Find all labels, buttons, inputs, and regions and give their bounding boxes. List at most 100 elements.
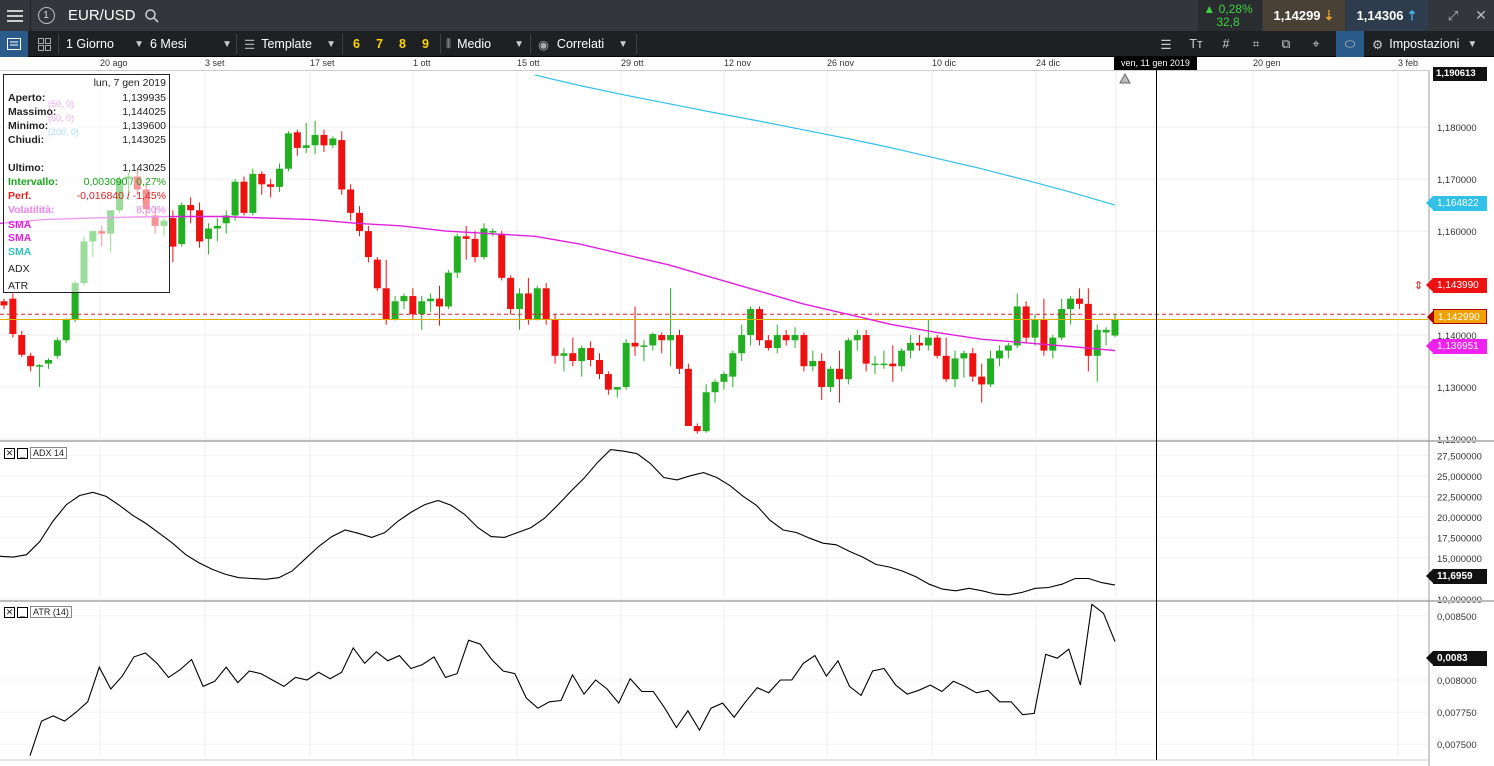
- candle-body: [516, 293, 524, 310]
- indicator-sma-1[interactable]: SMA: [8, 219, 166, 233]
- preset-8-button[interactable]: 8: [399, 37, 406, 51]
- candle: [1075, 288, 1083, 310]
- candle-body: [0, 301, 8, 306]
- indicator-sma-2[interactable]: SMA: [8, 232, 166, 246]
- candle-body: [1013, 306, 1021, 346]
- candle: [649, 332, 657, 351]
- candle: [453, 233, 461, 278]
- template-dropdown[interactable]: ☰ Template ▼: [244, 31, 336, 57]
- preset-6-button[interactable]: 6: [353, 37, 360, 51]
- event-marker-icon[interactable]: [1118, 71, 1132, 84]
- indicator-adx[interactable]: ADX: [8, 263, 166, 277]
- close-icon[interactable]: ✕: [1475, 7, 1487, 23]
- adx-tick-label: 22,500000: [1437, 492, 1482, 503]
- correlati-dropdown[interactable]: ◉ Correlati ▼: [538, 31, 628, 57]
- candle-body: [693, 426, 701, 432]
- align-icon[interactable]: ☰: [1160, 37, 1172, 52]
- settings-label: Impostazioni: [1389, 37, 1460, 51]
- arrow-down-icon: ⇣: [1323, 7, 1335, 23]
- daily-change: ▲ 0,28% 32,8: [1198, 0, 1262, 31]
- workspace-number-button[interactable]: 1: [32, 0, 60, 31]
- layout-grid-icon[interactable]: [32, 31, 56, 57]
- indicator-sma-3[interactable]: SMA: [8, 246, 166, 260]
- timeframe-dropdown[interactable]: 1 Giorno ▼: [66, 31, 144, 57]
- chart-area[interactable]: 20 ago 3 set 17 set 1 ott 15 ott 29 ott …: [0, 57, 1494, 766]
- candle: [827, 366, 835, 393]
- candle-body: [1040, 319, 1048, 351]
- candle-body: [311, 134, 319, 146]
- indicator-atr[interactable]: ATR: [8, 280, 166, 294]
- candle: [711, 379, 719, 403]
- candle-body: [498, 233, 506, 278]
- candle-body: [702, 392, 710, 432]
- range-dropdown[interactable]: 6 Mesi ▼: [150, 31, 232, 57]
- candle: [391, 296, 399, 321]
- expand-icon[interactable]: ⤢: [1447, 7, 1459, 23]
- close-icon[interactable]: ✕: [4, 606, 15, 618]
- grid-icon[interactable]: #: [1222, 37, 1230, 51]
- candle: [764, 335, 772, 351]
- candle-body: [809, 361, 817, 367]
- candle-body: [844, 340, 852, 380]
- atr-value-tag: 0,0083: [1426, 651, 1487, 666]
- instrument-symbol[interactable]: EUR/USD: [68, 7, 136, 24]
- candle-body: [667, 335, 675, 341]
- candle-body: [684, 368, 692, 427]
- candle: [782, 329, 790, 346]
- candle-body: [524, 293, 532, 320]
- hline-drag-icon[interactable]: ⇕: [1414, 280, 1424, 292]
- info-row-perf: Perf. -0,016840 / -1,45%: [8, 190, 166, 204]
- layers-icon[interactable]: ⧉: [1281, 36, 1291, 51]
- tag-icon[interactable]: ⬭: [1336, 31, 1364, 57]
- candle: [924, 319, 932, 351]
- price-type-dropdown[interactable]: ⫼ Medio ▼: [446, 31, 524, 57]
- adx-line: [0, 449, 1116, 596]
- price-chart[interactable]: 1,180000 1,170000 1,160000 1,140000 1,130000…: [0, 57, 1494, 766]
- candle: [9, 293, 17, 338]
- candle-body: [1049, 337, 1057, 351]
- template-icon: ☰: [244, 37, 256, 52]
- candle-body: [196, 210, 204, 242]
- candle: [178, 202, 186, 247]
- candle-body: [53, 340, 61, 356]
- candle-body: [1102, 329, 1110, 333]
- candle-body: [204, 228, 212, 239]
- chart-list-icon[interactable]: [0, 31, 28, 57]
- minimize-icon[interactable]: _: [17, 606, 28, 618]
- candle-body: [818, 361, 826, 388]
- candle: [364, 225, 372, 263]
- text-size-icon[interactable]: Tт: [1189, 37, 1203, 51]
- candle-body: [1004, 345, 1012, 351]
- candle-body: [453, 236, 461, 273]
- candle: [880, 350, 888, 369]
- candle: [578, 345, 586, 377]
- close-icon[interactable]: ✕: [4, 447, 15, 459]
- candle: [480, 223, 488, 260]
- minimize-icon[interactable]: _: [17, 447, 28, 459]
- candle: [489, 228, 497, 237]
- sell-price-button[interactable]: 1,14299 ⇣: [1263, 0, 1345, 31]
- candle: [551, 314, 559, 364]
- search-icon[interactable]: [142, 0, 162, 31]
- drawing-tools-icon[interactable]: ⌗: [1252, 36, 1260, 51]
- candle: [1084, 288, 1092, 372]
- buy-price-button[interactable]: 1,14306 ⇡: [1346, 0, 1428, 31]
- info-date: lun, 7 gen 2019: [93, 77, 166, 89]
- date-label: 3 feb: [1398, 58, 1419, 68]
- candle: [1067, 296, 1075, 325]
- crosshair-icon[interactable]: ⌖: [1312, 36, 1320, 51]
- candle: [240, 176, 248, 216]
- candles-icon: ⫼: [446, 37, 452, 50]
- settings-button[interactable]: ⚙ Impostazioni ▼: [1372, 31, 1488, 57]
- adx-tick-label: 25,000000: [1437, 472, 1482, 483]
- candle-body: [258, 173, 266, 185]
- candle: [62, 318, 70, 343]
- candle-body: [587, 348, 595, 360]
- hamburger-menu-icon[interactable]: [0, 0, 31, 31]
- candle: [338, 131, 346, 195]
- candle: [640, 340, 648, 362]
- candle: [320, 129, 328, 153]
- candle: [773, 324, 781, 354]
- preset-7-button[interactable]: 7: [376, 37, 383, 51]
- preset-9-button[interactable]: 9: [422, 37, 429, 51]
